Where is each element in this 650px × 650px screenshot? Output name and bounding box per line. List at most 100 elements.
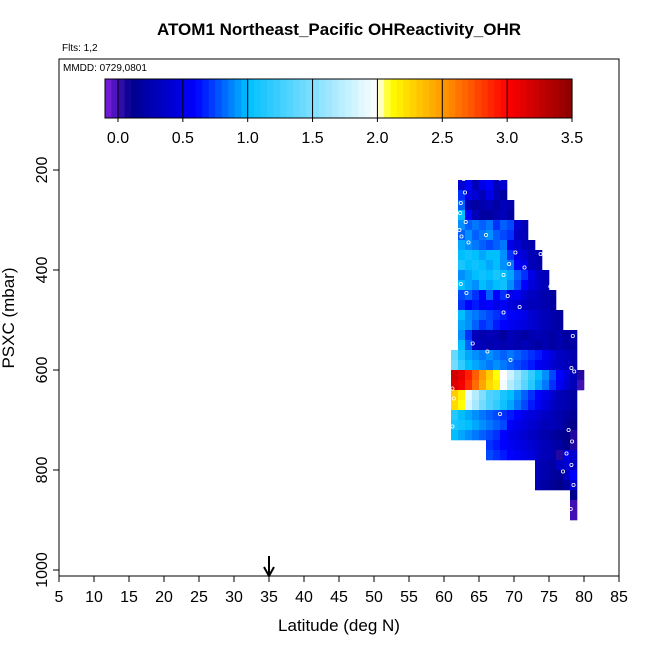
heatmap-cell: [563, 340, 571, 351]
colorbar-segment: [390, 79, 398, 118]
heatmap-cell: [479, 370, 487, 381]
heatmap-cell: [500, 330, 508, 341]
heatmap-cell: [542, 320, 550, 331]
x-tick-label: 70: [505, 589, 523, 606]
colorbar-segment: [370, 79, 379, 118]
heatmap-cell: [500, 380, 508, 391]
x-axis-label: Latitude (deg N): [278, 616, 400, 635]
heatmap-cell: [542, 450, 550, 461]
heatmap-cell: [479, 210, 487, 221]
heatmap-cell: [535, 460, 543, 471]
heatmap-cell: [507, 290, 515, 301]
colorbar-segment: [137, 79, 145, 118]
heatmap-cell: [549, 450, 557, 461]
x-tick-label: 5: [55, 589, 64, 606]
heatmap-cell: [507, 320, 515, 331]
heatmap-cell: [500, 220, 508, 231]
heatmap-cell: [507, 280, 515, 291]
heatmap-cell: [507, 420, 515, 431]
heatmap-cell: [451, 430, 459, 441]
heatmap-cell: [535, 350, 543, 361]
heatmap-cell: [465, 220, 473, 231]
heatmap-cell: [507, 220, 515, 231]
heatmap-cell: [479, 360, 487, 371]
observation-marker: [538, 251, 543, 256]
heatmap-cell: [507, 230, 515, 241]
colorbar-segment: [319, 79, 327, 118]
heatmap-cell: [528, 420, 536, 431]
heatmap-cell: [465, 370, 473, 381]
heatmap-cell: [514, 320, 522, 331]
colorbar-segment: [429, 79, 437, 118]
heatmap-cell: [486, 240, 494, 251]
heatmap-cell: [465, 380, 473, 391]
heatmap-cell: [472, 180, 480, 191]
heatmap-cell: [549, 310, 557, 321]
heatmap-cell: [542, 430, 550, 441]
heatmap-cell: [493, 220, 501, 231]
heatmap-cell: [549, 420, 557, 431]
heatmap-cell: [535, 300, 543, 311]
heatmap-cell: [563, 430, 571, 441]
heatmap-cells: [451, 180, 585, 521]
heatmap-cell: [486, 290, 494, 301]
observation-marker: [508, 357, 513, 362]
observation-marker: [497, 411, 502, 416]
heatmap-cell: [528, 240, 536, 251]
observation-marker: [450, 424, 455, 429]
heatmap-cell: [507, 370, 515, 381]
heatmap-cell: [570, 470, 578, 481]
heatmap-cell: [479, 340, 487, 351]
observation-marker: [507, 261, 512, 266]
heatmap-cell: [507, 300, 515, 311]
heatmap-cell: [479, 390, 487, 401]
colorbar-segment: [533, 79, 541, 118]
x-tick-label: 45: [330, 589, 348, 606]
colorbar-tick-label: 2.0: [366, 130, 388, 147]
heatmap-cell: [472, 340, 480, 351]
heatmap-cell: [556, 370, 564, 381]
heatmap-cell: [493, 390, 501, 401]
heatmap-cell: [479, 290, 487, 301]
heatmap-cell: [528, 290, 536, 301]
heatmap-cell: [493, 310, 501, 321]
heatmap-cell: [556, 470, 564, 481]
heatmap-cell: [479, 230, 487, 241]
heatmap-cell: [472, 200, 480, 211]
heatmap-cell: [458, 350, 466, 361]
heatmap-cell: [563, 470, 571, 481]
heatmap-cell: [563, 380, 571, 391]
colorbar-segment: [526, 79, 534, 118]
observation-marker: [497, 176, 502, 181]
heatmap-cell: [479, 280, 487, 291]
heatmap-cell: [542, 440, 550, 451]
colorbar-segment: [273, 79, 281, 118]
observation-marker: [513, 250, 518, 255]
colorbar-segment: [169, 79, 177, 118]
heatmap-cell: [500, 390, 508, 401]
colorbar-segment: [500, 79, 508, 118]
colorbar-segment: [299, 79, 307, 118]
heatmap-cell: [500, 240, 508, 251]
heatmap-cell: [479, 250, 487, 261]
heatmap-cell: [514, 260, 522, 271]
heatmap-cell: [500, 260, 508, 271]
heatmap-cell: [528, 430, 536, 441]
heatmap-cell: [500, 340, 508, 351]
heatmap-cell: [556, 440, 564, 451]
heatmap-cell: [500, 410, 508, 421]
heatmap-cell: [465, 240, 473, 251]
heatmap-cell: [521, 240, 529, 251]
heatmap-cell: [486, 190, 494, 201]
colorbar-segment: [117, 79, 126, 118]
heatmap-cell: [556, 400, 564, 411]
heatmap-cell: [451, 380, 459, 391]
heatmap-cell: [465, 310, 473, 321]
observation-marker: [463, 219, 468, 224]
heatmap-cell: [563, 420, 571, 431]
heatmap-cell: [507, 240, 515, 251]
heatmap-cell: [493, 280, 501, 291]
heatmap-cell: [535, 340, 543, 351]
heatmap-cell: [507, 270, 515, 281]
heatmap-cell: [500, 440, 508, 451]
